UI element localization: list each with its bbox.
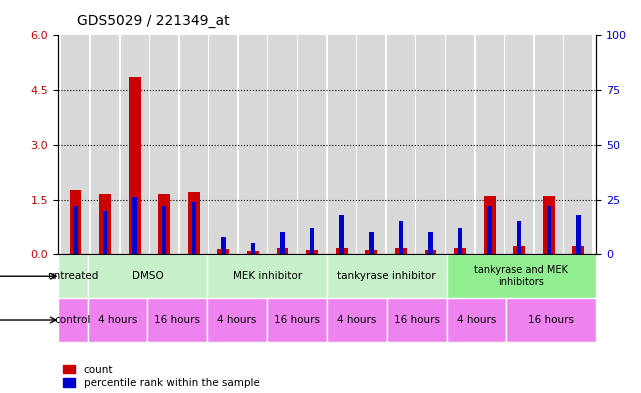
Text: untreated: untreated [47, 271, 98, 281]
Text: MEK inhibitor: MEK inhibitor [233, 271, 302, 281]
Bar [564, 35, 592, 254]
Bar [328, 35, 356, 254]
Bar [88, 298, 147, 342]
Bar [484, 196, 495, 254]
Text: 16 hours: 16 hours [394, 315, 440, 325]
Bar [188, 191, 200, 254]
Bar [487, 206, 492, 254]
Bar [454, 248, 466, 254]
Bar [476, 35, 504, 254]
Bar [424, 250, 437, 254]
Bar [327, 254, 447, 298]
Bar [395, 248, 407, 254]
Bar [306, 250, 318, 254]
Bar [387, 298, 447, 342]
Bar [310, 228, 314, 254]
Bar [207, 254, 327, 298]
Bar [535, 35, 563, 254]
Bar [58, 298, 88, 342]
Bar [147, 298, 207, 342]
Bar [221, 237, 226, 254]
Bar [162, 206, 167, 254]
Text: tankyrase and MEK
inhibitors: tankyrase and MEK inhibitors [474, 265, 569, 287]
Bar [428, 232, 433, 254]
Bar [576, 215, 581, 254]
Bar [91, 35, 119, 254]
Text: tankyrase inhibitor: tankyrase inhibitor [337, 271, 436, 281]
Bar [210, 35, 237, 254]
Bar [387, 35, 415, 254]
Bar [447, 298, 506, 342]
Bar [121, 35, 149, 254]
Bar [417, 35, 444, 254]
Bar [506, 298, 596, 342]
Bar [133, 197, 137, 254]
Bar [543, 196, 554, 254]
Bar [207, 298, 267, 342]
Bar [572, 246, 585, 254]
Bar [73, 206, 78, 254]
Bar [217, 249, 229, 254]
Bar [340, 215, 344, 254]
Bar [327, 298, 387, 342]
Bar [69, 191, 81, 254]
Bar [192, 202, 196, 254]
Bar [336, 248, 347, 254]
Bar [458, 228, 462, 254]
Bar [269, 35, 297, 254]
Bar [267, 298, 327, 342]
Bar [517, 222, 521, 254]
Bar [129, 77, 140, 254]
Bar [58, 254, 88, 298]
Bar [280, 232, 285, 254]
Bar [446, 35, 474, 254]
Text: 4 hours: 4 hours [98, 315, 137, 325]
Bar [277, 248, 288, 254]
Bar [547, 206, 551, 254]
Bar [369, 232, 374, 254]
Text: 16 hours: 16 hours [274, 315, 320, 325]
Bar [447, 254, 596, 298]
Bar [365, 250, 377, 254]
Text: GDS5029 / 221349_at: GDS5029 / 221349_at [77, 13, 229, 28]
Text: 16 hours: 16 hours [528, 315, 574, 325]
Bar [513, 246, 525, 254]
Text: DMSO: DMSO [131, 271, 163, 281]
Bar [99, 194, 111, 254]
Bar [62, 35, 90, 254]
Bar [251, 243, 255, 254]
Bar [158, 194, 170, 254]
Bar [298, 35, 326, 254]
Bar [239, 35, 267, 254]
Bar [247, 252, 259, 254]
Text: 4 hours: 4 hours [217, 315, 257, 325]
Text: 16 hours: 16 hours [154, 315, 201, 325]
Bar [357, 35, 385, 254]
Bar [505, 35, 533, 254]
Bar [88, 254, 207, 298]
Text: 4 hours: 4 hours [457, 315, 496, 325]
Bar [399, 222, 403, 254]
Bar [150, 35, 178, 254]
Legend: count, percentile rank within the sample: count, percentile rank within the sample [63, 365, 260, 388]
Bar [103, 211, 107, 254]
Text: control: control [54, 315, 91, 325]
Text: 4 hours: 4 hours [337, 315, 376, 325]
Bar [179, 35, 208, 254]
